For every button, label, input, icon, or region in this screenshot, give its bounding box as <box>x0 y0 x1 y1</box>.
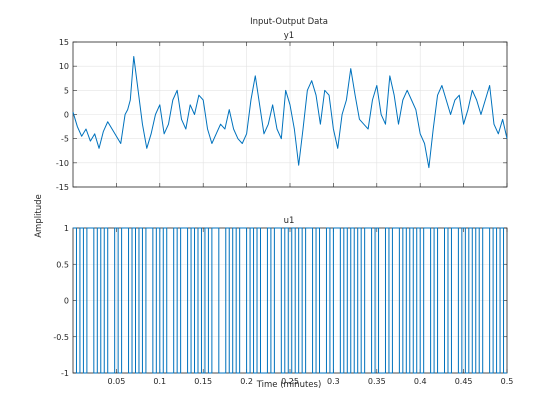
y1-ytick-label: 5 <box>64 86 69 95</box>
y1-tick-marks <box>73 41 508 188</box>
u1-xtick-label: 0.45 <box>455 377 473 386</box>
y-axis-label: Amplitude <box>34 194 44 238</box>
u1-ytick-label: 0 <box>64 297 69 306</box>
u1-xtick-label: 0.3 <box>327 377 340 386</box>
y1-ytick-label: -15 <box>56 183 69 192</box>
y1-ytick-label: 10 <box>59 62 69 71</box>
u1-xtick-label: 0.35 <box>368 377 386 386</box>
u1-ytick-label: 0.5 <box>56 260 69 269</box>
y1-series-line <box>72 56 508 169</box>
u1-axes-title: u1 <box>284 216 295 226</box>
u1-xtick-label: 0.05 <box>107 377 125 386</box>
u1-x-tick-labels: 0.05 0.1 0.15 0.2 0.25 0.3 0.35 0.4 0.45 0.5 <box>107 377 513 386</box>
u1-xtick-label: 0.25 <box>281 377 299 386</box>
u1-ytick-label: -0.5 <box>53 333 69 342</box>
y1-ytick-label: -10 <box>56 159 69 168</box>
u1-ytick-label: -1 <box>61 369 69 378</box>
u1-y-tick-labels: -1 -0.5 0 0.5 1 <box>53 224 69 378</box>
y1-series <box>72 56 508 169</box>
u1-axes: u1 -1 -0.5 0 0.5 1 0.05 0.1 0.15 0.2 0.25 0.3 0.35… <box>53 216 513 386</box>
u1-series <box>73 227 507 374</box>
u1-ytick-label: 1 <box>64 224 69 233</box>
y1-axes-title: y1 <box>284 31 294 41</box>
u1-xtick-label: 0.5 <box>501 377 514 386</box>
y1-y-tick-labels: -15 -10 -5 0 5 10 15 <box>56 38 69 192</box>
u1-xtick-label: 0.1 <box>153 377 166 386</box>
u1-series-line <box>73 227 507 374</box>
y1-ytick-label: 0 <box>64 111 69 120</box>
u1-xtick-label: 0.15 <box>194 377 212 386</box>
u1-xtick-label: 0.4 <box>414 377 427 386</box>
x-axis-label: Time (minutes) <box>256 380 322 390</box>
y1-axes: y1 -15 -10 -5 0 5 10 15 <box>56 31 508 192</box>
y1-ytick-label: -5 <box>61 135 69 144</box>
figure-title: Input-Output Data <box>250 17 328 27</box>
u1-xtick-label: 0.2 <box>240 377 253 386</box>
y1-ytick-label: 15 <box>59 38 69 47</box>
